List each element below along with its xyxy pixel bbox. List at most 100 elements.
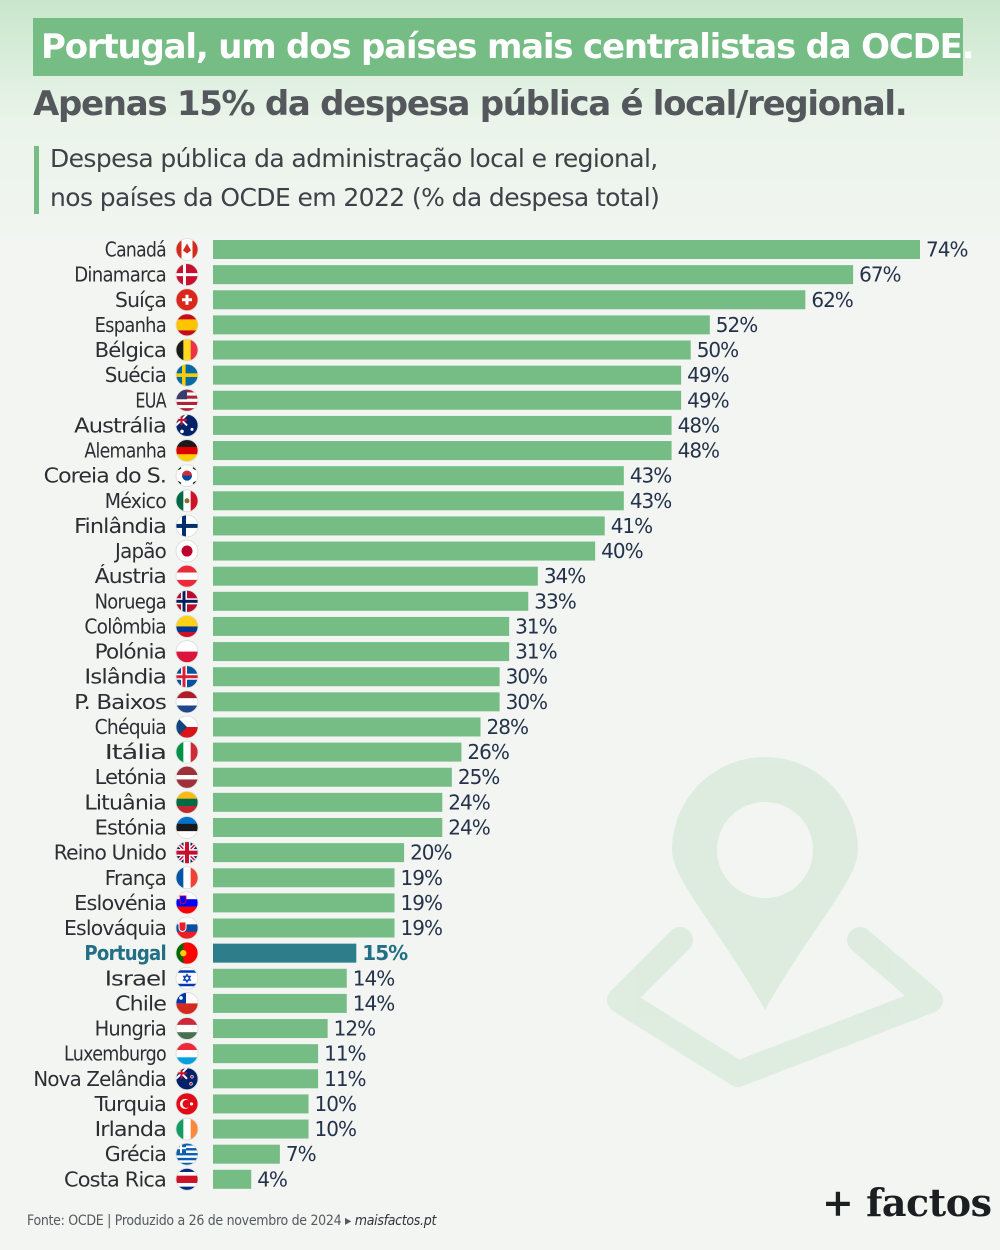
- iceland-flag-icon: [176, 665, 198, 688]
- japan-flag-icon: [176, 540, 198, 563]
- flag-outline: [175, 288, 199, 312]
- bar: [213, 943, 357, 963]
- category-label: Canadá: [105, 238, 166, 262]
- chart-subtitle: Apenas 15% da despesa pública é local/re…: [33, 84, 908, 124]
- flag-outline: [175, 1092, 199, 1116]
- category-label: Finlândia: [74, 514, 166, 538]
- norway-flag-icon: [176, 590, 198, 613]
- description-accent-bar: [34, 146, 39, 214]
- netherlands-flag-icon: [176, 690, 198, 713]
- category-label: Lituânia: [84, 790, 166, 814]
- bar: [213, 1094, 309, 1114]
- source-text: Fonte: OCDE | Produzido a 26 de novembro…: [27, 1213, 355, 1229]
- category-label: Áustria: [95, 564, 166, 588]
- bar: [213, 843, 405, 863]
- value-label: 31%: [515, 614, 556, 638]
- latvia-flag-icon: [176, 766, 198, 789]
- sweden-flag-icon: [176, 364, 198, 387]
- flag-outline: [175, 1067, 199, 1091]
- bar: [213, 491, 624, 511]
- value-label: 52%: [716, 313, 757, 337]
- value-label: 49%: [687, 363, 728, 387]
- usa-flag-icon: [176, 389, 198, 412]
- value-label: 48%: [678, 439, 719, 463]
- chart-title: Portugal, um dos países mais centralista…: [41, 27, 975, 67]
- czechia-flag-icon: [176, 715, 198, 738]
- chart-description-line-1: Despesa pública da administração local e…: [50, 144, 658, 173]
- poland-flag-icon: [176, 640, 198, 663]
- value-label: 41%: [611, 514, 652, 538]
- flag-outline: [175, 966, 199, 990]
- category-label: Eslováquia: [64, 916, 166, 940]
- flag-outline: [175, 615, 199, 638]
- flag-outline: [175, 564, 199, 588]
- category-label: Reino Unido: [54, 841, 167, 865]
- location-pin-map-icon: [607, 757, 943, 1087]
- flag-outline: [175, 841, 199, 865]
- bar: [213, 541, 596, 561]
- category-label: Eslovénia: [74, 891, 166, 915]
- category-label: Costa Rica: [64, 1167, 166, 1191]
- category-label: Bélgica: [95, 338, 166, 362]
- bar: [213, 240, 920, 259]
- austria-flag-icon: [176, 565, 198, 588]
- value-label: 11%: [324, 1067, 365, 1091]
- flag-outline: [175, 715, 199, 739]
- category-label: Itália: [105, 740, 166, 764]
- bar: [213, 616, 510, 636]
- value-label: 12%: [334, 1017, 375, 1041]
- category-label: Luxemburgo: [64, 1042, 166, 1066]
- category-label: Suécia: [105, 363, 166, 387]
- category-label: Chéquia: [95, 715, 166, 739]
- flag-outline: [175, 765, 199, 789]
- luxembourg-flag-icon: [176, 1042, 198, 1065]
- value-label: 14%: [353, 991, 394, 1015]
- value-label: 62%: [811, 288, 852, 312]
- category-label: Colômbia: [84, 614, 166, 638]
- portugal-flag-icon: [176, 942, 198, 965]
- category-label: Noruega: [95, 589, 166, 613]
- denmark-flag-icon: [176, 263, 198, 286]
- category-label: Hungria: [95, 1017, 166, 1041]
- flag-outline: [175, 790, 199, 814]
- value-label: 10%: [315, 1117, 356, 1141]
- category-label: México: [105, 489, 167, 513]
- value-label: 14%: [353, 966, 394, 990]
- bar: [213, 315, 710, 335]
- slovenia-flag-icon: [176, 891, 198, 914]
- category-label: Estónia: [95, 815, 166, 839]
- bar: [213, 1069, 319, 1089]
- value-label: 30%: [506, 665, 547, 689]
- brand-logo: + factos: [822, 1180, 992, 1225]
- value-label: 19%: [401, 891, 442, 915]
- bar: [213, 265, 854, 285]
- category-label: França: [105, 866, 166, 890]
- bar: [213, 591, 529, 611]
- flag-outline: [175, 1017, 199, 1040]
- value-label: 33%: [534, 589, 575, 613]
- bar: [213, 340, 691, 360]
- value-label: 4%: [257, 1167, 287, 1191]
- lithuania-flag-icon: [176, 791, 198, 814]
- flag-outline: [175, 1142, 199, 1166]
- category-label: Austrália: [74, 413, 166, 437]
- flag-outline: [175, 1167, 199, 1191]
- bar: [213, 792, 443, 812]
- flag-outline: [175, 1117, 199, 1141]
- flag-outline: [175, 439, 199, 462]
- chart-description-line-2: nos países da OCDE em 2022 (% da despesa…: [50, 183, 660, 212]
- category-label: Letónia: [95, 765, 166, 789]
- source-note: Fonte: OCDE | Produzido a 26 de novembro…: [27, 1213, 436, 1229]
- flag-outline: [175, 414, 199, 437]
- flag-outline: [175, 640, 199, 663]
- value-label: 48%: [678, 413, 719, 437]
- value-label: 67%: [859, 263, 900, 287]
- category-label: Suíça: [115, 288, 166, 312]
- bar: [213, 817, 443, 837]
- bar: [213, 290, 806, 310]
- value-label: 50%: [697, 338, 738, 362]
- site-link[interactable]: maisfactos.pt: [354, 1213, 437, 1229]
- value-label: 74%: [926, 238, 967, 262]
- slovakia-flag-icon: [176, 917, 198, 940]
